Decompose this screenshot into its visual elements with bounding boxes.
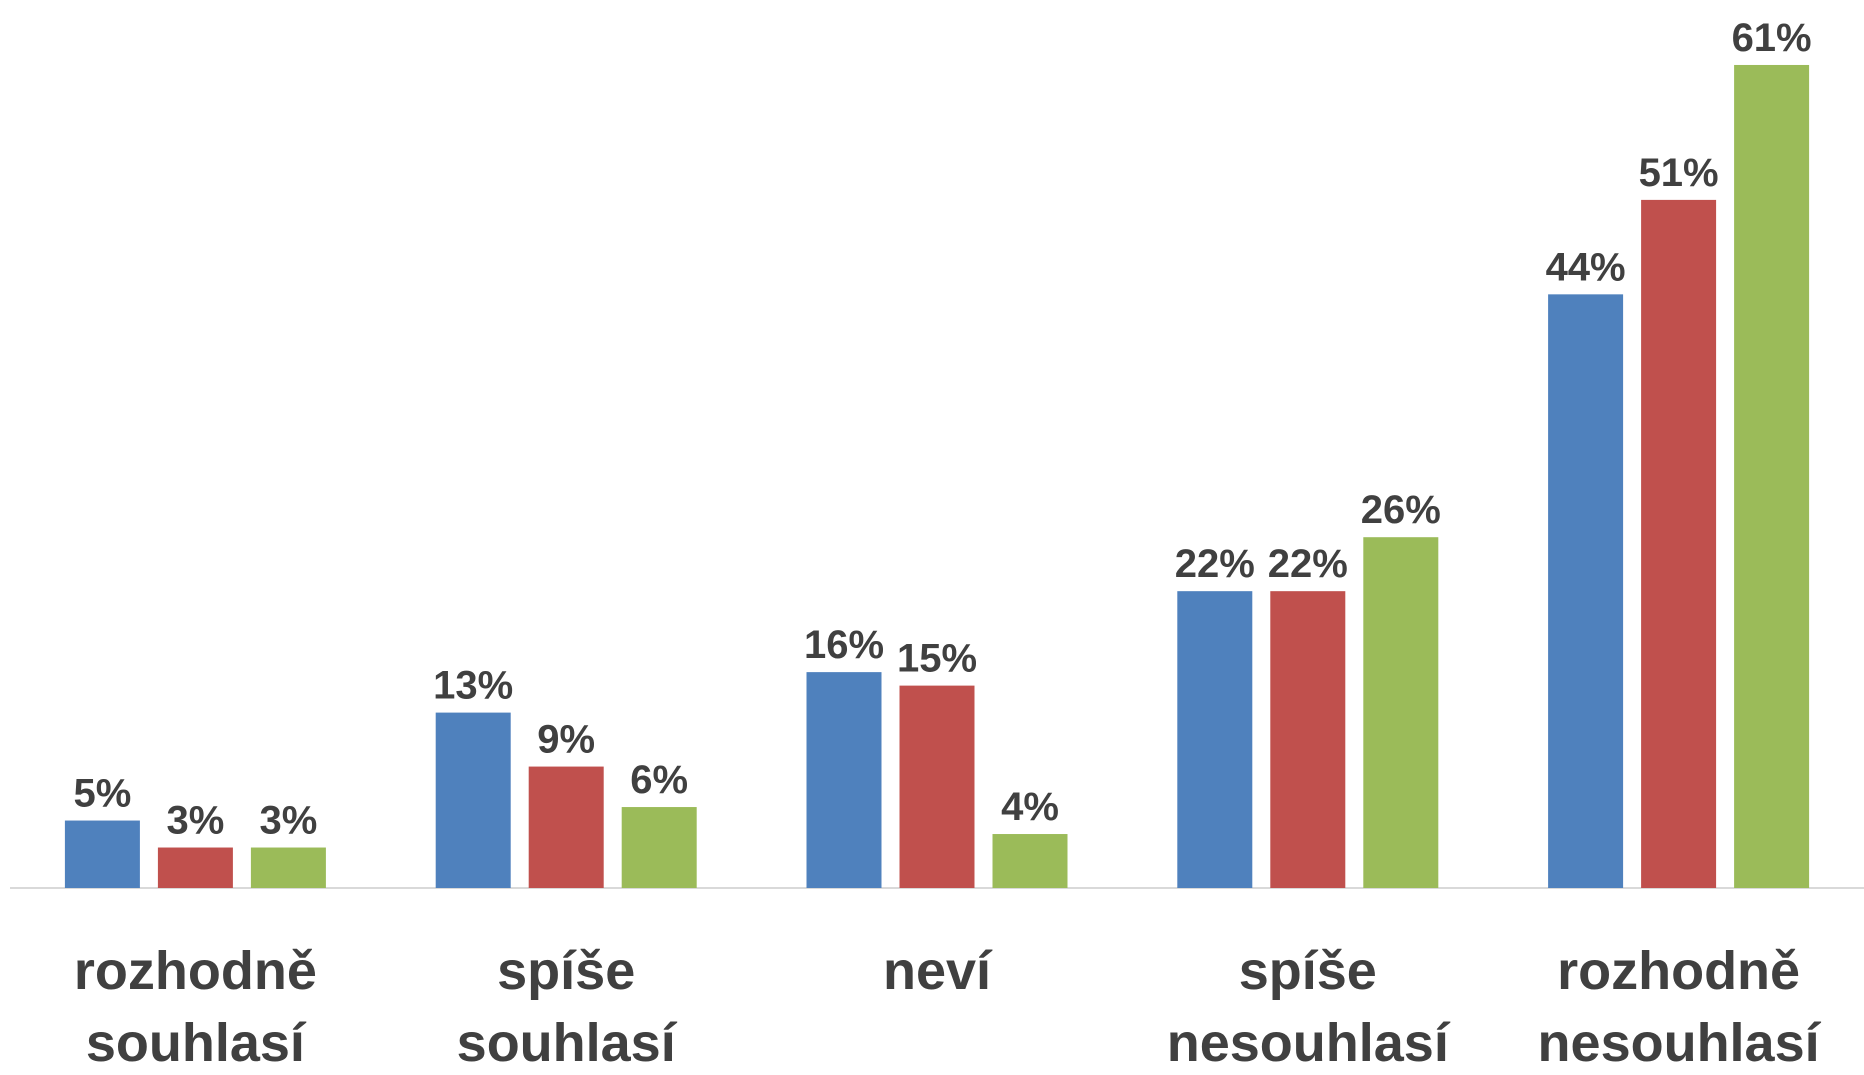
bar	[1177, 591, 1253, 888]
value-label: 3%	[166, 799, 224, 843]
bar	[992, 834, 1068, 888]
value-label: 44%	[1546, 245, 1626, 289]
value-label: 9%	[537, 718, 595, 762]
value-label: 6%	[630, 758, 688, 802]
value-label: 51%	[1639, 151, 1719, 195]
value-label: 61%	[1732, 16, 1812, 60]
bar	[528, 766, 604, 888]
value-label: 22%	[1268, 542, 1348, 586]
x-tick-label: rozhodně souhlasí	[73, 941, 317, 1073]
value-label: 4%	[1001, 785, 1059, 829]
value-label: 26%	[1361, 488, 1441, 532]
bar	[806, 672, 882, 888]
bar	[1548, 294, 1624, 888]
value-label: 5%	[73, 772, 131, 816]
x-tick-label: neví	[882, 941, 992, 1001]
x-tick-label: spíše souhlasí	[456, 941, 676, 1073]
bar	[250, 847, 326, 888]
bar	[1734, 64, 1810, 888]
bar	[1363, 537, 1439, 888]
x-tick-label: rozhodně nesouhlasí	[1537, 941, 1820, 1073]
bar	[435, 712, 511, 888]
bar	[1641, 199, 1717, 888]
bar	[64, 820, 140, 888]
value-label: 13%	[433, 664, 513, 708]
bar	[157, 847, 233, 888]
x-tick-label: spíše nesouhlasí	[1166, 941, 1449, 1073]
bar	[1270, 591, 1346, 888]
bar	[899, 685, 975, 888]
value-label: 15%	[897, 637, 977, 681]
value-label: 3%	[259, 799, 317, 843]
bar	[621, 807, 697, 888]
value-label: 22%	[1175, 542, 1255, 586]
value-label: 16%	[804, 623, 884, 667]
